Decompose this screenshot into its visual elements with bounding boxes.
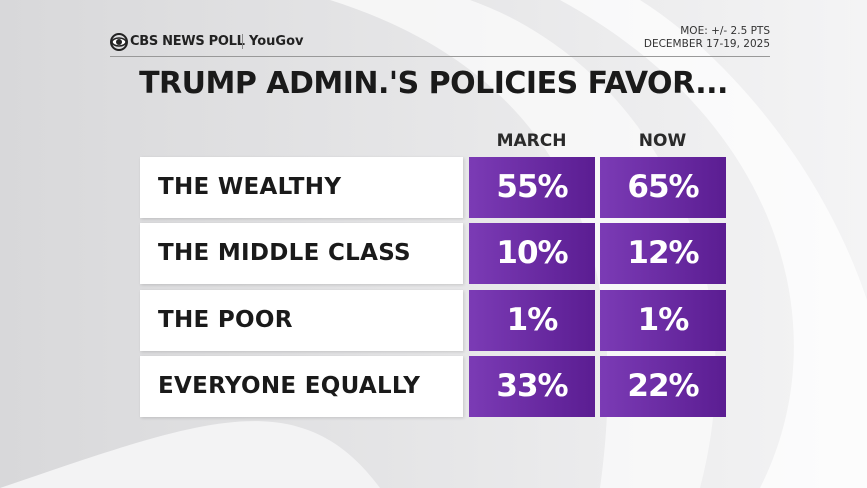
value-cell: 65%: [600, 157, 726, 218]
row-label: THE MIDDLE CLASS: [158, 240, 411, 266]
row-label-box: THE WEALTHY: [140, 157, 463, 218]
title: TRUMP ADMIN.'S POLICIES FAVOR...: [139, 66, 728, 101]
cbs-eye-logo: [110, 33, 128, 51]
value-cell: 10%: [469, 223, 595, 284]
value-cell: 33%: [469, 356, 595, 417]
brand: CBS NEWS POLL: [130, 34, 245, 49]
row-label-box: THE POOR: [140, 290, 463, 351]
margin-of-error: MOE: +/- 2.5 PTS: [680, 25, 770, 37]
row-label-box: THE MIDDLE CLASS: [140, 223, 463, 284]
value-cell: 1%: [469, 290, 595, 351]
dates: DECEMBER 17-19, 2025: [643, 38, 770, 50]
column-header: NOW: [638, 131, 687, 151]
row-label: EVERYONE EQUALLY: [158, 373, 421, 399]
row-label-box: EVERYONE EQUALLY: [140, 356, 463, 417]
value-cell: 55%: [469, 157, 595, 218]
row-label: THE POOR: [158, 307, 293, 333]
header-rule: [110, 56, 770, 57]
value-cell: 1%: [600, 290, 726, 351]
partner: YouGov: [242, 34, 303, 49]
value-cell: 12%: [600, 223, 726, 284]
row-label: THE WEALTHY: [158, 174, 342, 200]
value-cell: 22%: [600, 356, 726, 417]
column-header: MARCH: [496, 131, 567, 151]
